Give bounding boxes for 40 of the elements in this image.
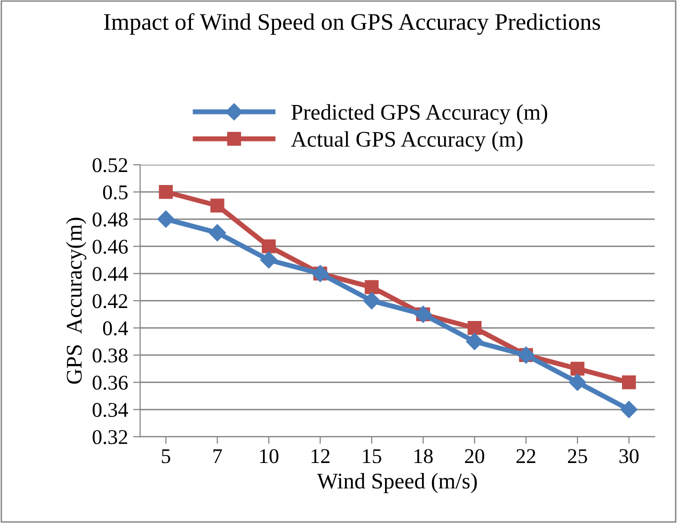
y-tick-label: 0.5 xyxy=(103,185,128,200)
x-tick-label: 18 xyxy=(414,449,433,464)
y-tick-label: 0.52 xyxy=(92,158,128,172)
x-axis-title: Wind Speed (m/s) xyxy=(317,472,477,494)
point xyxy=(262,239,276,254)
chart-title: Impact of Wind Speed on GPS Accuracy Predictions xyxy=(104,13,600,35)
x-tick-label: 15 xyxy=(363,449,382,464)
point xyxy=(157,210,174,228)
y-tick-label: 0.42 xyxy=(92,294,128,308)
x-tick-label: 25 xyxy=(568,449,588,464)
point xyxy=(622,375,636,390)
y-tick-label: 0.4 xyxy=(103,321,128,336)
x-tick-label: 22 xyxy=(516,449,536,463)
x-tick-label: 10 xyxy=(260,449,278,464)
point xyxy=(208,224,226,242)
point xyxy=(568,374,586,391)
point xyxy=(620,400,638,418)
legend-label: Actual GPS Accuracy (m) xyxy=(291,131,522,152)
x-tick-label: 20 xyxy=(465,449,484,464)
point xyxy=(570,362,584,376)
legend-label: Predicted GPS Accuracy (m) xyxy=(291,104,548,124)
y-tick-label: 0.36 xyxy=(92,376,128,390)
y-tick-label: 0.46 xyxy=(92,240,128,254)
y-axis-title: GPS Accuracy(m) xyxy=(66,218,86,384)
y-tick-label: 0.38 xyxy=(92,348,128,363)
point xyxy=(466,332,484,350)
x-tick-label: 12 xyxy=(312,449,330,463)
y-tick-label: 0.44 xyxy=(92,266,128,282)
point xyxy=(364,280,379,294)
x-tick-label: 7 xyxy=(213,449,222,463)
y-tick-label: 0.48 xyxy=(92,212,128,227)
point xyxy=(363,292,380,310)
x-tick-label: 30 xyxy=(620,449,639,464)
x-tick-label: 5 xyxy=(162,449,170,464)
y-tick-label: 0.34 xyxy=(92,402,128,418)
point xyxy=(260,251,278,268)
point xyxy=(210,198,224,212)
point xyxy=(468,320,482,335)
y-tick-label: 0.32 xyxy=(92,430,128,444)
point xyxy=(158,184,173,199)
